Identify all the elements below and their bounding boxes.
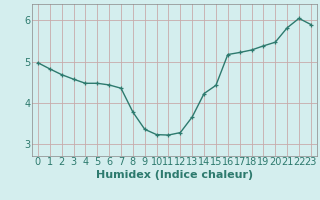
- X-axis label: Humidex (Indice chaleur): Humidex (Indice chaleur): [96, 170, 253, 180]
